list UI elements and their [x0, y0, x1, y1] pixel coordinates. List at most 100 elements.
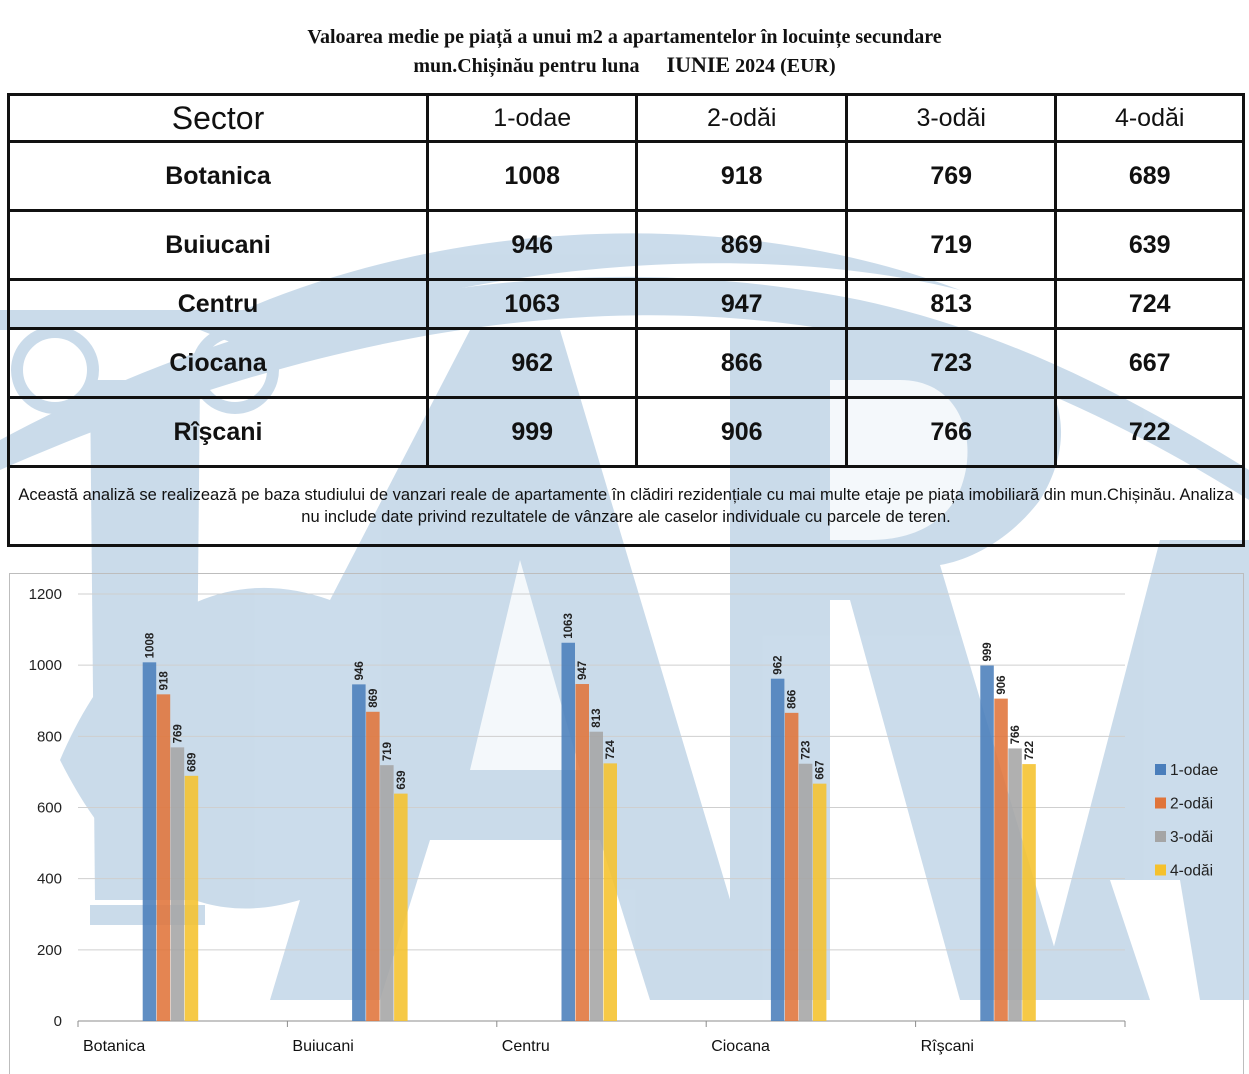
bar	[1008, 748, 1022, 1021]
bar	[575, 684, 589, 1021]
y-tick-label: 0	[54, 1013, 62, 1030]
data-label: 719	[382, 742, 394, 761]
table-row: Ciocana 962 866 723 667	[7, 327, 1245, 399]
bar	[380, 765, 394, 1021]
header-2-odai: 2-odăi	[635, 93, 848, 143]
bar	[142, 662, 157, 1021]
cell-value: 769	[844, 140, 1058, 212]
table-row: Rîşcani 999 906 766 722	[7, 396, 1245, 468]
header-sector: Sector	[7, 93, 429, 143]
table-row: Centru 1063 947 813 724	[7, 278, 1245, 330]
bar	[980, 665, 994, 1021]
x-category-label: Centru	[502, 1038, 550, 1055]
data-label: 866	[787, 690, 799, 709]
x-category-label: Ciocana	[711, 1038, 770, 1055]
data-label: 724	[605, 740, 617, 760]
x-category-label: Buiucani	[292, 1038, 353, 1055]
x-category-label: Rîşcani	[921, 1038, 974, 1055]
sector-name: Ciocana	[7, 327, 429, 399]
cell-value: 869	[635, 209, 848, 281]
cell-value: 724	[1054, 278, 1245, 330]
legend-swatch	[1155, 797, 1166, 809]
bar	[170, 747, 185, 1021]
table-row: Buiucani 946 869 719 639	[7, 209, 1245, 281]
table-note-row: Această analiză se realizează pe baza st…	[7, 465, 1245, 547]
cell-value: 946	[425, 209, 639, 281]
bar	[184, 775, 199, 1021]
y-tick-label: 1000	[29, 657, 62, 674]
data-label: 689	[186, 753, 198, 772]
cell-value: 719	[844, 209, 1058, 281]
legend-swatch	[1155, 831, 1166, 842]
table-row: Botanica 1008 918 769 689	[7, 140, 1245, 212]
bar	[1022, 764, 1036, 1021]
cell-value: 962	[425, 327, 639, 399]
cell-value: 689	[1054, 140, 1245, 212]
cell-value: 906	[635, 396, 848, 468]
bar	[798, 763, 813, 1021]
bar	[603, 763, 617, 1021]
y-tick-label: 400	[37, 871, 62, 888]
legend-label: 4-odăi	[1170, 863, 1213, 880]
table-note: Această analiză se realizează pe baza st…	[7, 465, 1245, 547]
table-header-row: Sector 1-odae 2-odăi 3-odăi 4-odăi	[7, 93, 1245, 143]
data-label: 869	[368, 689, 380, 708]
sector-name: Botanica	[7, 140, 429, 212]
header-3-odai: 3-odăi	[844, 93, 1058, 143]
title-line-2: mun.Chișinău pentru luna IUNIE 2024 (EUR…	[0, 51, 1249, 80]
data-label: 1063	[563, 613, 575, 639]
y-tick-label: 800	[37, 728, 62, 745]
price-table: Sector 1-odae 2-odăi 3-odăi 4-odăi Botan…	[7, 93, 1245, 547]
cell-value: 999	[425, 396, 639, 468]
title-year-unit: 2024 (EUR)	[735, 55, 836, 77]
chart-frame	[9, 573, 1244, 1074]
cell-value: 918	[635, 140, 848, 212]
data-label: 906	[996, 675, 1008, 694]
data-label: 962	[773, 656, 785, 675]
bar	[812, 783, 827, 1021]
bar	[352, 684, 366, 1021]
cell-value: 866	[635, 327, 848, 399]
y-tick-label: 1200	[29, 586, 62, 603]
sector-name: Centru	[7, 278, 429, 330]
cell-value: 766	[844, 396, 1058, 468]
data-label: 946	[354, 661, 366, 680]
cell-value: 667	[1054, 327, 1245, 399]
cell-value: 947	[635, 278, 848, 330]
sector-name: Rîşcani	[7, 396, 429, 468]
bar	[366, 711, 380, 1021]
cell-value: 813	[844, 278, 1058, 330]
bar	[994, 698, 1008, 1021]
data-label: 639	[396, 770, 408, 789]
data-label: 1008	[144, 632, 156, 658]
data-label: 999	[982, 642, 994, 661]
y-tick-label: 200	[37, 942, 62, 959]
legend-swatch	[1155, 764, 1166, 775]
y-tick-label: 600	[37, 800, 62, 817]
data-label: 722	[1024, 741, 1036, 760]
data-label: 947	[577, 661, 589, 680]
sector-name: Buiucani	[7, 209, 429, 281]
bar	[770, 678, 785, 1021]
data-label: 766	[1010, 725, 1022, 744]
data-label: 918	[158, 671, 170, 691]
bar	[156, 694, 171, 1021]
chart-title: Valoarea medie pe piață a unui m2 a apar…	[0, 24, 1249, 80]
bar	[784, 712, 799, 1021]
legend-label: 1-odae	[1170, 762, 1218, 779]
data-label: 813	[591, 709, 603, 728]
title-line-1: Valoarea medie pe piață a unui m2 a apar…	[307, 26, 942, 48]
bar	[394, 793, 408, 1021]
legend-label: 3-odăi	[1170, 829, 1213, 846]
bar	[561, 642, 575, 1021]
data-label: 769	[172, 724, 184, 743]
cell-value: 1063	[425, 278, 639, 330]
cell-value: 723	[844, 327, 1058, 399]
legend-label: 2-odăi	[1170, 796, 1213, 813]
cell-value: 1008	[425, 140, 639, 212]
bar	[589, 731, 603, 1021]
legend-swatch	[1155, 864, 1166, 876]
title-month: IUNIE	[666, 52, 731, 77]
data-label: 667	[815, 760, 827, 779]
